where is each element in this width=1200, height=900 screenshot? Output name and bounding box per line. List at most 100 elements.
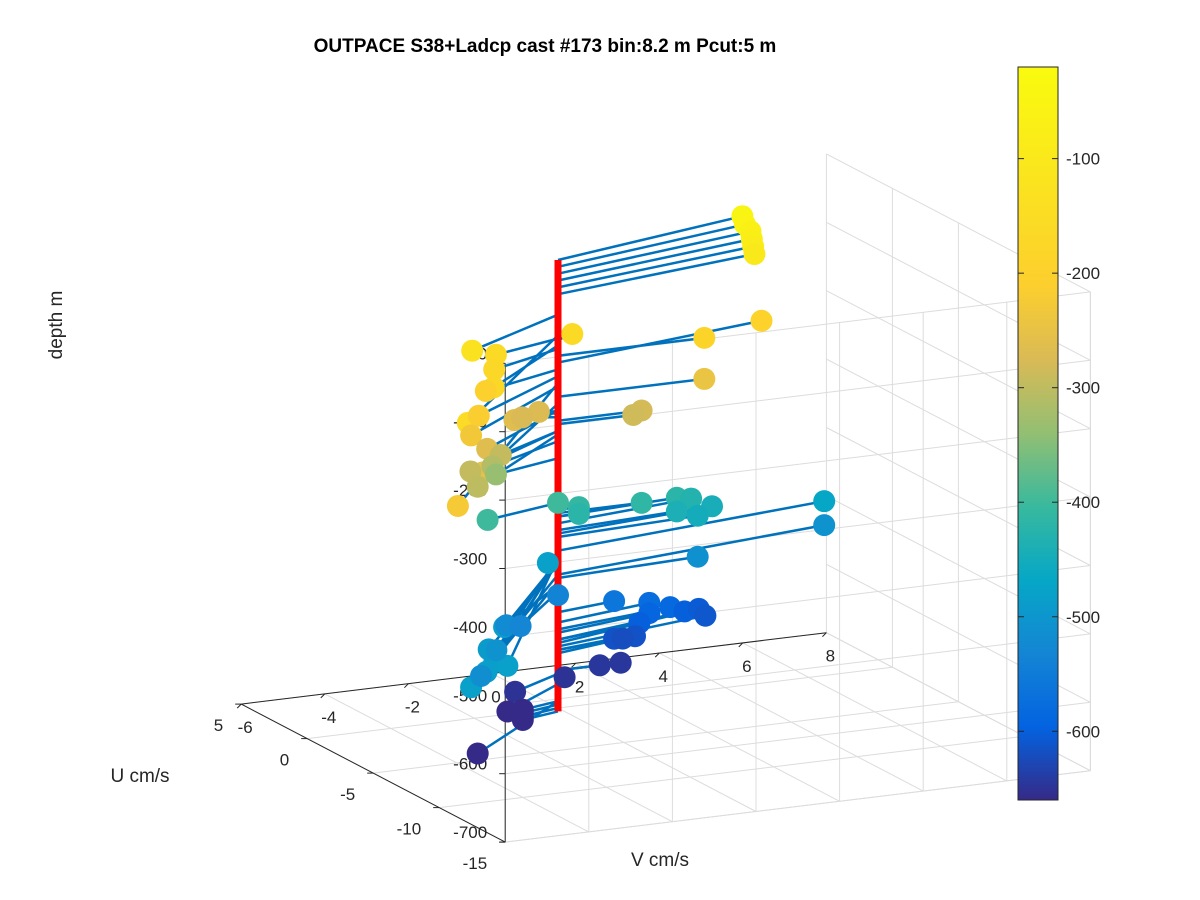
x-tick-mark	[654, 652, 660, 658]
velocity-stem	[493, 347, 559, 371]
data-point	[588, 654, 611, 677]
data-point	[680, 487, 703, 510]
data-point	[622, 403, 645, 426]
data-point	[553, 666, 576, 689]
velocity-stem	[557, 510, 677, 532]
data-point	[466, 475, 489, 498]
z-axis-label: depth m	[46, 291, 67, 360]
data-point	[611, 627, 634, 650]
x-tick-label: 6	[742, 657, 751, 676]
data-point	[547, 491, 569, 514]
data-point	[527, 400, 550, 423]
grid-line	[505, 633, 1091, 706]
data-point	[511, 406, 534, 429]
data-point	[609, 651, 632, 674]
data-point	[509, 615, 532, 638]
data-points	[446, 205, 836, 765]
y-tick-label: -10	[397, 820, 422, 839]
data-point	[460, 424, 483, 447]
data-point	[686, 504, 709, 527]
data-point	[743, 243, 766, 266]
velocity-stem	[557, 319, 762, 364]
data-point	[470, 664, 492, 687]
x-tick-label: 4	[658, 667, 667, 686]
grid-line	[505, 565, 1091, 638]
z-tick-label: -300	[453, 550, 487, 569]
data-point	[693, 326, 716, 349]
z-tick-label: -400	[453, 618, 487, 637]
data-point	[484, 463, 507, 486]
data-point	[813, 514, 836, 537]
data-point	[446, 494, 469, 517]
data-point	[813, 490, 836, 513]
data-point	[694, 604, 717, 627]
data-point	[466, 742, 489, 765]
data-point	[603, 590, 626, 613]
data-point	[461, 339, 484, 362]
data-point	[483, 358, 506, 381]
x-tick-label: -4	[321, 708, 336, 727]
x-tick-label: 8	[826, 647, 835, 666]
chart-title: OUTPACE S38+Ladcp cast #173 bin:8.2 m Pc…	[314, 36, 777, 57]
velocity-stem	[557, 230, 751, 275]
x-tick-mark	[236, 703, 242, 709]
colorbar-tick-label: -100	[1066, 150, 1100, 169]
x-tick-label: 0	[491, 688, 500, 707]
colorbar-tick-label: -300	[1066, 379, 1100, 398]
data-point	[476, 508, 499, 531]
velocity-stem	[557, 223, 746, 269]
data-point	[474, 379, 497, 402]
y-axis-label: U cm/s	[110, 766, 169, 787]
colorbar-tick-label: -400	[1066, 493, 1100, 512]
x-axis-label: V cm/s	[631, 850, 689, 871]
velocity-stem	[478, 375, 559, 417]
tick-labels: -6-4-202468-15-10-5050-100-200-300-400-5…	[214, 344, 835, 873]
data-point	[665, 500, 688, 523]
data-point	[467, 404, 490, 427]
x-tick-mark	[738, 642, 744, 648]
grid-line	[307, 666, 893, 740]
x-tick-label: 2	[575, 677, 584, 696]
data-point	[511, 708, 534, 731]
colorbar-gradient	[1017, 66, 1059, 801]
colorbar: -100 -200 -300 -400 -500 -600	[1017, 66, 1100, 801]
x-tick-mark	[320, 693, 326, 699]
velocity-stem	[557, 413, 634, 426]
velocity-stem	[471, 313, 559, 352]
grid-line	[439, 735, 1025, 809]
y-tick-label: -15	[463, 854, 488, 873]
data-point	[485, 639, 508, 662]
velocity-stem	[557, 555, 698, 580]
colorbar-tick-label: -200	[1066, 264, 1100, 283]
x-tick-label: -6	[238, 718, 253, 737]
data-point	[630, 491, 653, 514]
grid-line	[505, 701, 1091, 775]
velocity-stem	[557, 214, 743, 262]
data-point	[536, 552, 559, 575]
data-point	[686, 545, 709, 568]
velocity-stem	[557, 601, 650, 624]
colorbar-tick-label: -500	[1066, 608, 1100, 627]
data-point	[547, 584, 569, 607]
velocity-stem	[557, 377, 705, 399]
x-axis-line	[241, 632, 827, 705]
y-tick-label: -5	[340, 785, 355, 804]
grid-line	[505, 770, 1091, 843]
colorbar-tick-label: -600	[1066, 722, 1100, 741]
x-tick-label: -2	[405, 698, 420, 717]
velocity-stem	[557, 237, 753, 282]
data-point	[504, 680, 527, 703]
velocity-stem	[557, 252, 755, 296]
colorbar-ticks: -100 -200 -300 -400 -500 -600	[1018, 150, 1100, 741]
data-point	[567, 502, 590, 525]
z-tick-label: -700	[453, 823, 487, 842]
data-point	[496, 654, 519, 677]
grid-line	[505, 428, 1091, 501]
grid-line	[505, 496, 1091, 569]
x-tick-mark	[822, 632, 827, 638]
x-tick-mark	[404, 683, 409, 689]
y-tick-label: 5	[214, 716, 223, 735]
velocity-stem	[487, 501, 559, 522]
velocity-stem	[557, 499, 825, 552]
